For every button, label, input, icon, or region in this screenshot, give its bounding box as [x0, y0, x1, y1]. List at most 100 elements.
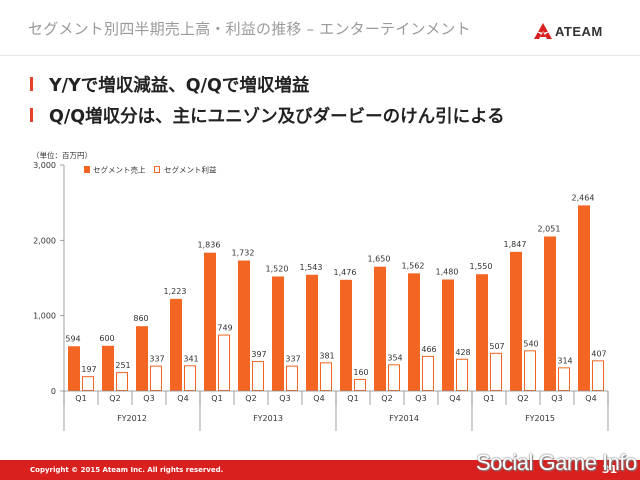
sales-value-label: 1,836: [198, 241, 221, 250]
ateam-logo-icon: [534, 23, 552, 39]
legend-swatch-sales: [84, 166, 90, 173]
sales-bar: [238, 260, 250, 391]
y-tick-label: 0: [51, 387, 56, 396]
sales-value-label: 1,223: [164, 287, 187, 296]
copyright-text: Copyright © 2015 Ateam Inc. All rights r…: [30, 466, 224, 474]
group-label: FY2014: [389, 414, 419, 423]
page-number: 31: [602, 463, 618, 476]
sales-bar: [374, 266, 386, 391]
y-tick-label: 3,000: [33, 161, 56, 170]
sales-value-label: 2,051: [538, 224, 561, 233]
profit-value-label: 314: [557, 356, 572, 365]
profit-bar: [422, 355, 434, 391]
group-label: FY2013: [253, 414, 283, 423]
profit-value-label: 397: [251, 350, 266, 359]
chart-unit-label: （単位：百万円）: [32, 151, 92, 160]
profit-bar: [82, 376, 94, 391]
x-tick-label: Q3: [143, 394, 154, 403]
x-tick-label: Q4: [177, 394, 188, 403]
x-tick-label: Q3: [415, 394, 426, 403]
company-logo: ATEAM: [534, 22, 603, 40]
sales-value-label: 1,520: [266, 264, 289, 273]
profit-value-label: 749: [217, 324, 232, 333]
bullet-item: Y/Yで増収減益、Q/Qで増収増益: [30, 70, 505, 98]
watermark-logo: Social Game Info: [476, 450, 637, 475]
slide-footer: Copyright © 2015 Ateam Inc. All rights r…: [0, 460, 640, 480]
sales-value-label: 1,543: [300, 263, 323, 272]
x-tick-label: Q1: [483, 394, 494, 403]
profit-bar: [558, 367, 570, 392]
bullet-text: Y/Yで増収減益、Q/Qで増収増益: [49, 75, 310, 96]
sales-value-label: 1,732: [232, 249, 255, 258]
profit-bar: [252, 361, 264, 391]
profit-value-label: 337: [149, 355, 164, 364]
profit-value-label: 354: [387, 353, 402, 362]
sales-bar: [544, 236, 556, 391]
profit-bar: [524, 350, 536, 392]
profit-bar: [116, 372, 128, 392]
profit-bar: [456, 358, 468, 391]
header-divider: [0, 55, 640, 56]
profit-value-label: 341: [183, 354, 198, 363]
x-tick-label: Q1: [347, 394, 358, 403]
group-label: FY2012: [117, 414, 147, 423]
profit-value-label: 507: [489, 342, 504, 351]
x-tick-label: Q2: [109, 394, 120, 403]
profit-bar: [592, 360, 604, 391]
profit-value-label: 337: [285, 355, 300, 364]
sales-value-label: 1,476: [334, 268, 357, 277]
legend-swatch-profit: [154, 166, 160, 173]
x-tick-label: Q4: [313, 394, 324, 403]
sales-value-label: 2,464: [572, 193, 595, 202]
profit-bar: [354, 378, 366, 391]
bullet-marker: [30, 77, 33, 91]
bullet-marker: [30, 108, 33, 122]
sales-bar: [340, 279, 352, 391]
sales-value-label: 600: [99, 334, 114, 343]
sales-value-label: 860: [133, 314, 148, 323]
logo-text: ATEAM: [555, 23, 603, 39]
sales-bar: [272, 276, 284, 391]
sales-value-label: 1,480: [436, 268, 459, 277]
legend-label-sales: セグメント売上: [93, 165, 146, 175]
x-tick-label: Q3: [279, 394, 290, 403]
profit-value-label: 466: [421, 345, 436, 354]
profit-value-label: 540: [523, 339, 538, 348]
profit-bar: [150, 365, 162, 392]
slide-header: セグメント別四半期売上高・利益の推移 – エンターテインメント ATEAM: [0, 0, 640, 58]
x-tick-label: Q1: [211, 394, 222, 403]
profit-bar: [320, 362, 332, 392]
profit-value-label: 407: [591, 349, 606, 358]
slide-title: セグメント別四半期売上高・利益の推移 – エンターテインメント: [28, 20, 471, 38]
sales-bar: [476, 274, 488, 391]
profit-bar: [388, 364, 400, 391]
x-tick-label: Q3: [551, 394, 562, 403]
bullet-text: Q/Q増収分は、主にユニゾン及びダービーのけん引による: [49, 106, 505, 127]
y-tick-label: 2,000: [33, 236, 56, 245]
x-tick-label: Q4: [449, 394, 460, 403]
sales-bar: [510, 251, 522, 391]
sales-bar: [204, 252, 216, 391]
sales-bar: [442, 279, 454, 391]
legend-label-profit: セグメント利益: [164, 165, 217, 175]
profit-bar: [184, 365, 196, 392]
profit-bar: [286, 365, 298, 392]
sales-bar: [68, 346, 80, 391]
sales-value-label: 1,650: [368, 255, 391, 264]
x-tick-label: Q2: [381, 394, 392, 403]
bullet-list: Y/Yで増収減益、Q/Qで増収増益 Q/Q増収分は、主にユニゾン及びダービーのけ…: [30, 70, 505, 132]
profit-value-label: 381: [319, 351, 334, 360]
group-label: FY2015: [525, 414, 555, 423]
sales-bar: [136, 326, 148, 391]
quarterly-sales-profit-chart: 0 1,000 2,000 3,000 594 197 600 251 860 337 1,223 3…: [33, 161, 609, 431]
sales-value-label: 594: [65, 334, 80, 343]
profit-value-label: 160: [353, 368, 368, 377]
sales-bar: [306, 274, 318, 391]
profit-value-label: 251: [115, 361, 130, 370]
bullet-item: Q/Q増収分は、主にユニゾン及びダービーのけん引による: [30, 101, 505, 129]
sales-bar: [102, 345, 114, 391]
profit-bar: [218, 334, 230, 392]
profit-bar: [490, 352, 502, 391]
x-tick-label: Q2: [245, 394, 256, 403]
x-tick-label: Q2: [517, 394, 528, 403]
